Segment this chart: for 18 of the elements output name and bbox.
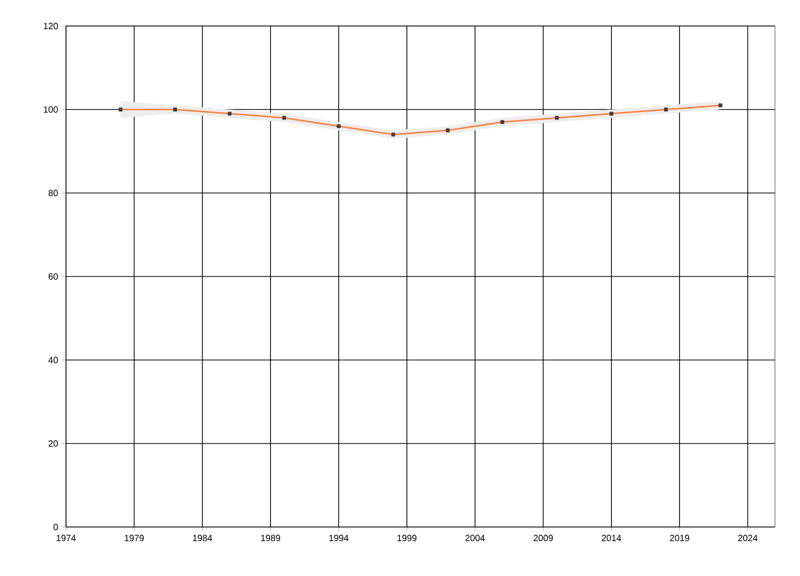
- x-tick-label: 2004: [465, 534, 485, 542]
- x-tick-label: 2024: [738, 534, 758, 542]
- y-tick-label: 100: [44, 106, 58, 113]
- y-tick-label: 80: [48, 190, 58, 196]
- x-tick-label: 1999: [398, 534, 416, 542]
- x-tick-label: 1994: [329, 534, 348, 542]
- x-tick-label: 2014: [602, 534, 622, 542]
- y-tick-label: 0: [54, 524, 58, 530]
- y-tick-label: 20: [48, 440, 58, 447]
- x-tick-label: 1979: [124, 534, 144, 542]
- x-tick-label: 2009: [534, 534, 553, 542]
- x-tick-label: 2019: [670, 534, 690, 542]
- x-tick-label: 1984: [193, 534, 212, 542]
- x-tick-label: 1974: [56, 534, 76, 542]
- y-tick-label: 40: [48, 356, 58, 364]
- x-tick-label: 1989: [261, 534, 280, 542]
- y-tick-label: 120: [44, 22, 58, 30]
- y-tick-label: 60: [48, 273, 58, 280]
